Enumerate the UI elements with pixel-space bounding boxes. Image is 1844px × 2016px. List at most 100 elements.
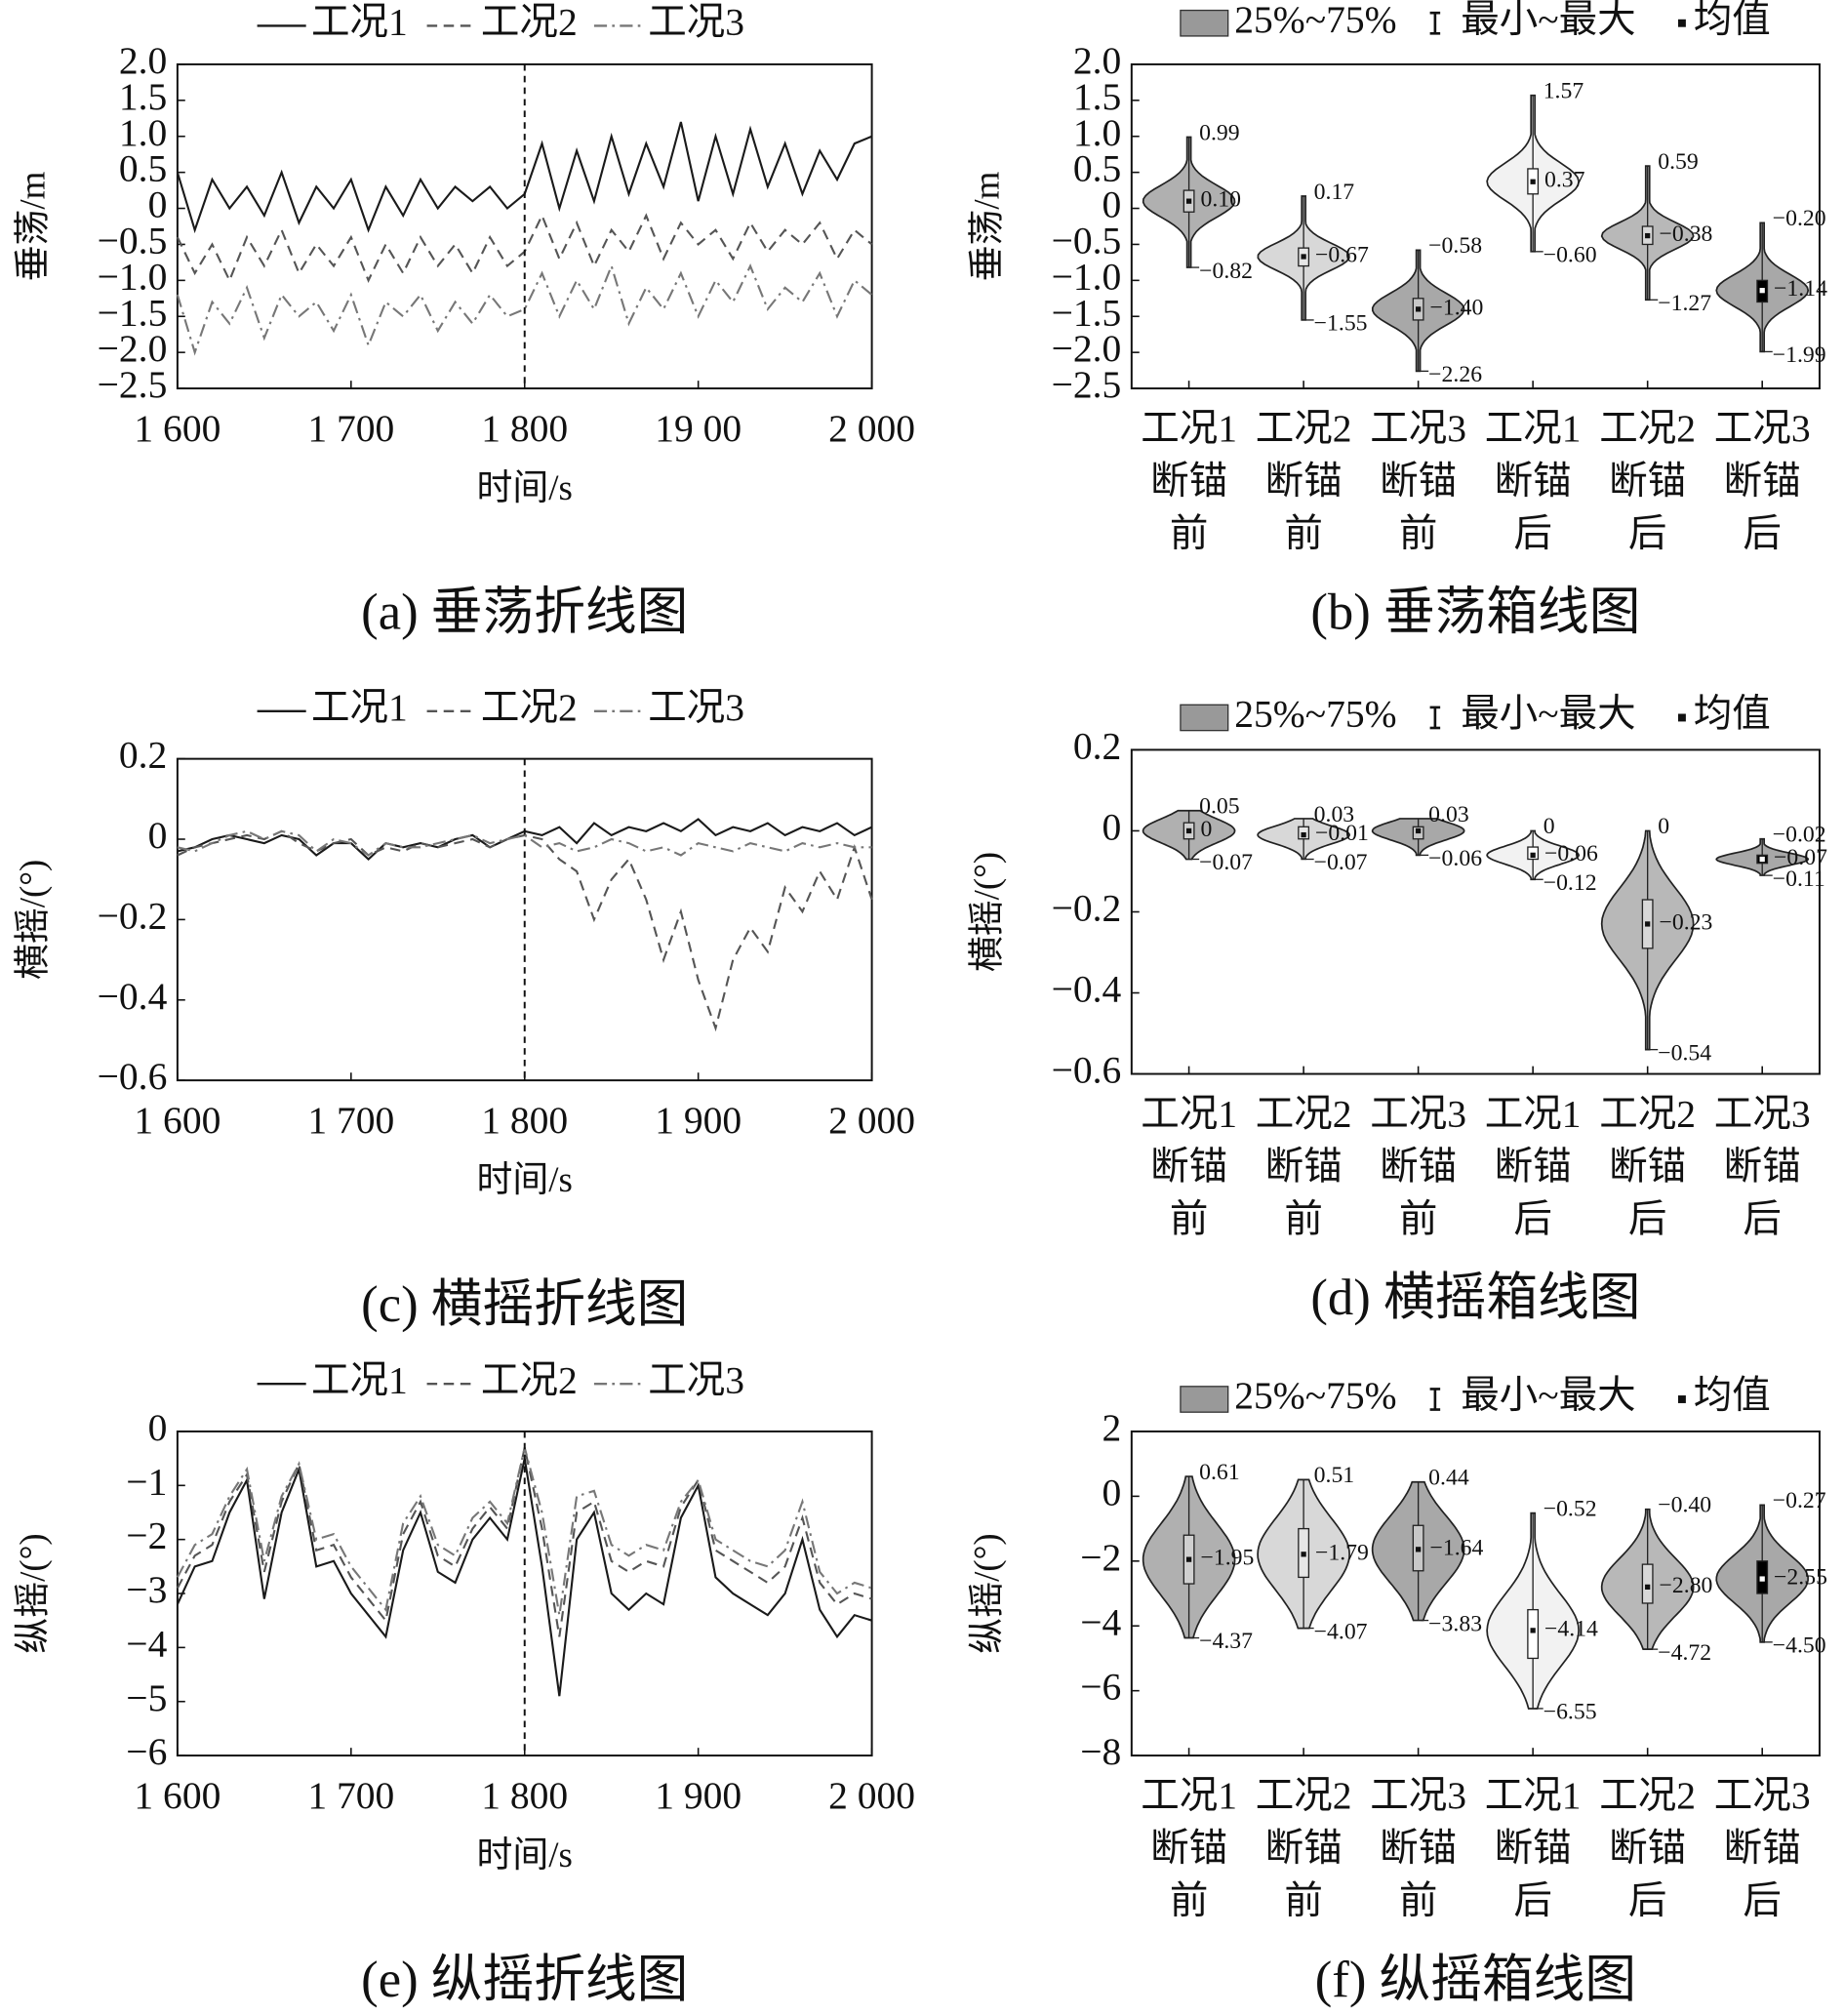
max-label: 0.17 bbox=[1314, 180, 1355, 205]
x-tick-label: 前 bbox=[1399, 1879, 1438, 1922]
mean-label: −4.14 bbox=[1544, 1616, 1598, 1641]
x-tick-label: 1 800 bbox=[481, 1774, 568, 1817]
mean-label: −0.06 bbox=[1544, 841, 1598, 867]
min-label: −4.50 bbox=[1773, 1633, 1826, 1659]
x-tick-label: 1 800 bbox=[481, 407, 568, 450]
x-tick-label: 工况2 bbox=[1599, 407, 1696, 450]
y-tick-label: 0 bbox=[148, 814, 168, 857]
max-label: 0 bbox=[1658, 814, 1669, 839]
x-tick-label: 1 900 bbox=[655, 1099, 742, 1142]
legend-label: 25%~75% bbox=[1234, 693, 1396, 736]
legend-label: 工况3 bbox=[648, 686, 744, 729]
y-tick-label: 0.5 bbox=[1073, 147, 1121, 190]
max-label: −0.40 bbox=[1658, 1492, 1711, 1517]
y-tick-label: −5 bbox=[126, 1676, 167, 1719]
x-tick-label: 断锚 bbox=[1724, 1827, 1801, 1870]
max-label: 0.99 bbox=[1199, 120, 1240, 145]
min-label: −4.72 bbox=[1658, 1640, 1711, 1666]
mean-marker bbox=[1759, 856, 1765, 863]
legend-swatch bbox=[1180, 9, 1229, 37]
panel-title: (d) 横摇箱线图 bbox=[1310, 1270, 1640, 1326]
iqr-box bbox=[1641, 1563, 1654, 1604]
legend-label: 25%~75% bbox=[1234, 0, 1396, 41]
series-line bbox=[176, 213, 873, 283]
legend-label: 工况1 bbox=[311, 0, 408, 43]
y-tick-label: 2 bbox=[1102, 1406, 1122, 1449]
x-tick-label: 工况3 bbox=[1714, 1092, 1811, 1135]
iqr-box bbox=[1527, 1608, 1540, 1660]
min-label: −0.60 bbox=[1543, 243, 1597, 268]
legend-swatch bbox=[1180, 704, 1229, 732]
y-tick-label: −0.2 bbox=[1052, 887, 1122, 930]
x-tick-label: 工况3 bbox=[1370, 1774, 1466, 1817]
y-tick-label: −2.5 bbox=[1052, 363, 1122, 406]
y-tick-label: −0.4 bbox=[1052, 968, 1122, 1011]
x-tick-label: 后 bbox=[1628, 1879, 1667, 1922]
x-tick-label: 工况1 bbox=[1141, 1774, 1237, 1817]
legend-label: 工况2 bbox=[481, 1358, 578, 1401]
min-label: −6.55 bbox=[1543, 1700, 1597, 1725]
y-tick-label: 1.5 bbox=[1073, 75, 1121, 118]
legend-label: 最小~最大 bbox=[1461, 693, 1635, 736]
min-label: −1.99 bbox=[1773, 343, 1826, 368]
series-line bbox=[177, 829, 872, 857]
x-tick-label: 1 700 bbox=[307, 407, 394, 450]
min-label: −0.07 bbox=[1314, 850, 1368, 875]
mean-label: −0.67 bbox=[1315, 242, 1369, 267]
y-tick-label: 1.5 bbox=[119, 75, 167, 118]
x-tick-label: 断锚 bbox=[1495, 1145, 1572, 1188]
x-tick-label: 前 bbox=[1284, 512, 1323, 555]
mean-label: −1.64 bbox=[1429, 1535, 1483, 1560]
y-tick-label: −2 bbox=[1080, 1536, 1121, 1579]
y-tick-label: −6 bbox=[126, 1730, 167, 1773]
y-tick-label: 0 bbox=[1102, 183, 1122, 226]
x-tick-label: 断锚 bbox=[1380, 460, 1457, 503]
min-label: −1.55 bbox=[1314, 311, 1368, 337]
max-label: −0.58 bbox=[1428, 233, 1482, 259]
x-tick-label: 后 bbox=[1743, 512, 1782, 555]
x-tick-label: 断锚 bbox=[1265, 460, 1343, 503]
mean-marker bbox=[1645, 1584, 1651, 1591]
legend-label: 最小~最大 bbox=[1461, 1374, 1635, 1417]
y-axis-label: 纵摇/(°) bbox=[12, 1533, 53, 1653]
y-tick-label: −2.5 bbox=[98, 363, 168, 406]
x-tick-label: 工况2 bbox=[1256, 1774, 1352, 1817]
y-tick-label: 1.0 bbox=[119, 111, 167, 154]
x-tick-label: 工况2 bbox=[1256, 407, 1352, 450]
y-tick-label: −1 bbox=[126, 1460, 167, 1503]
x-tick-label: 工况1 bbox=[1141, 407, 1237, 450]
x-axis-label: 时间/s bbox=[477, 1159, 573, 1199]
mean-marker bbox=[1759, 288, 1765, 294]
x-tick-label: 前 bbox=[1170, 512, 1209, 555]
min-label: −0.07 bbox=[1199, 850, 1253, 875]
x-tick-label: 1 600 bbox=[134, 407, 220, 450]
y-tick-label: −4 bbox=[1080, 1600, 1121, 1643]
y-axis-label: 横摇/(°) bbox=[12, 860, 53, 980]
panel-title: (c) 横摇折线图 bbox=[361, 1276, 688, 1333]
x-tick-label: 断锚 bbox=[1609, 1827, 1686, 1870]
mean-label: −1.79 bbox=[1315, 1540, 1369, 1565]
legend-label: 工况2 bbox=[481, 0, 578, 43]
mean-marker bbox=[1185, 198, 1192, 204]
x-tick-label: 断锚 bbox=[1380, 1827, 1457, 1870]
y-tick-label: −2.0 bbox=[98, 327, 168, 370]
x-tick-label: 断锚 bbox=[1150, 1827, 1227, 1870]
y-axis-label: 横摇/(°) bbox=[966, 852, 1007, 972]
mean-label: −2.80 bbox=[1660, 1573, 1713, 1598]
y-tick-label: −1.5 bbox=[98, 291, 168, 334]
y-tick-label: −0.5 bbox=[98, 220, 168, 262]
legend-label: 工况2 bbox=[481, 686, 578, 729]
mean-marker bbox=[1301, 1552, 1306, 1557]
mean-marker bbox=[1530, 852, 1536, 858]
x-tick-label: 后 bbox=[1513, 1198, 1552, 1241]
x-tick-label: 1 900 bbox=[655, 1774, 742, 1817]
mean-label: −0.38 bbox=[1660, 222, 1713, 247]
y-tick-label: 0 bbox=[148, 1406, 168, 1449]
x-tick-label: 断锚 bbox=[1150, 460, 1227, 503]
legend-label: 均值 bbox=[1694, 693, 1771, 736]
mean-label: 0.10 bbox=[1200, 187, 1241, 213]
y-tick-label: 2.0 bbox=[1073, 39, 1121, 82]
mean-marker bbox=[1415, 827, 1422, 834]
mean-marker bbox=[1645, 232, 1651, 239]
y-tick-label: −2.0 bbox=[1052, 327, 1122, 370]
